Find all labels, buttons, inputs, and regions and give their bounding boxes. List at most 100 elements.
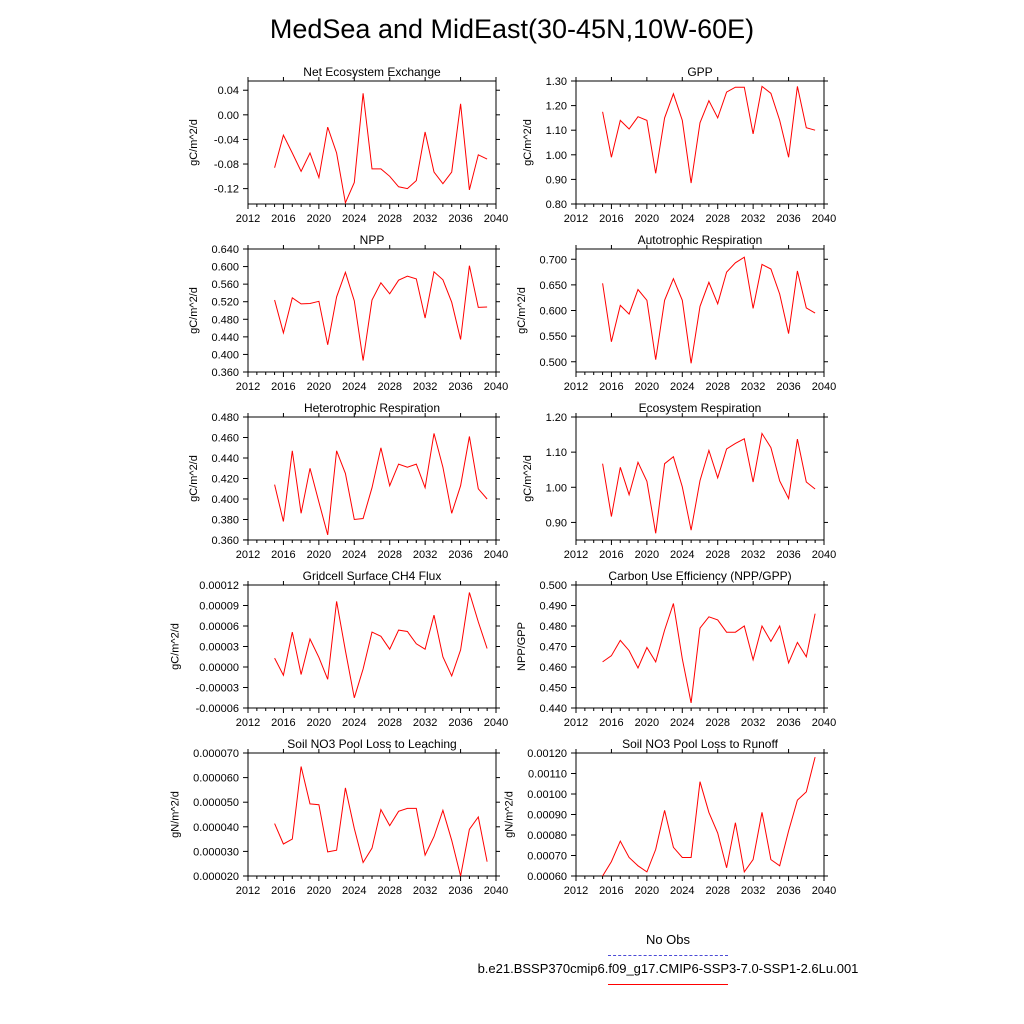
series-line bbox=[274, 433, 488, 536]
series-line bbox=[274, 265, 488, 361]
x-tick-label: 2024 bbox=[342, 885, 366, 897]
x-tick-label: 2012 bbox=[564, 885, 588, 897]
panel-title: GPP bbox=[687, 65, 712, 79]
series-line bbox=[274, 93, 488, 205]
x-tick-label: 2016 bbox=[271, 213, 295, 225]
panel-title: NPP bbox=[360, 233, 385, 247]
y-tick-label: 0.440 bbox=[211, 332, 239, 344]
x-tick-label: 2016 bbox=[599, 381, 623, 393]
y-axis-label: gC/m^2/d bbox=[188, 287, 200, 334]
y-tick-label: 0.490 bbox=[539, 601, 567, 613]
y-tick-label: 1.20 bbox=[546, 412, 567, 424]
x-tick-label: 2032 bbox=[741, 549, 765, 561]
x-tick-label: 2012 bbox=[564, 213, 588, 225]
x-tick-label: 2032 bbox=[413, 885, 437, 897]
x-tick-label: 2020 bbox=[635, 717, 659, 729]
y-tick-label: 0.420 bbox=[211, 474, 239, 486]
y-tick-label: 0.480 bbox=[539, 621, 567, 633]
y-tick-label: 1.00 bbox=[546, 150, 567, 162]
y-tick-label: 0.640 bbox=[211, 244, 239, 256]
x-tick-label: 2036 bbox=[448, 381, 472, 393]
x-tick-label: 2036 bbox=[776, 213, 800, 225]
panel-frame bbox=[575, 584, 825, 709]
x-tick-label: 2024 bbox=[670, 717, 694, 729]
x-tick-label: 2028 bbox=[377, 381, 401, 393]
y-tick-label: 0.440 bbox=[211, 453, 239, 465]
x-tick-label: 2032 bbox=[413, 717, 437, 729]
series-line bbox=[602, 756, 816, 877]
panel-title: Carbon Use Efficiency (NPP/GPP) bbox=[608, 569, 791, 583]
y-tick-label: 0.00060 bbox=[527, 871, 567, 883]
x-tick-label: 2012 bbox=[236, 381, 260, 393]
x-tick-label: 2028 bbox=[705, 381, 729, 393]
y-axis-label: gN/m^2/d bbox=[169, 791, 181, 838]
panel: Autotrophic Respiration 2012 2016 2020 2024 2… bbox=[516, 233, 836, 393]
y-tick-label: 0.90 bbox=[546, 517, 567, 529]
y-tick-label: 0.460 bbox=[211, 433, 239, 445]
y-tick-label: 0.400 bbox=[211, 494, 239, 506]
panel: Soil NO3 Pool Loss to Leaching 2012 2016 20… bbox=[169, 737, 508, 897]
y-tick-label: -0.08 bbox=[214, 159, 239, 171]
x-tick-label: 2040 bbox=[484, 381, 508, 393]
y-tick-label: 0.00009 bbox=[199, 601, 239, 613]
panel-title: Soil NO3 Pool Loss to Leaching bbox=[287, 737, 456, 751]
y-tick-label: 1.00 bbox=[546, 482, 567, 494]
y-tick-label: 0.000060 bbox=[193, 773, 239, 785]
x-tick-label: 2016 bbox=[599, 213, 623, 225]
x-tick-label: 2036 bbox=[448, 213, 472, 225]
x-tick-label: 2032 bbox=[741, 213, 765, 225]
panel: Carbon Use Efficiency (NPP/GPP) 2012 2016 2… bbox=[516, 569, 836, 729]
panel: Net Ecosystem Exchange 2012 2016 2020 2024 20… bbox=[188, 65, 508, 225]
x-tick-label: 2040 bbox=[812, 717, 836, 729]
panel-title: Gridcell Surface CH4 Flux bbox=[303, 569, 442, 583]
y-tick-label: 0.600 bbox=[211, 262, 239, 274]
panel-frame bbox=[247, 416, 497, 541]
x-tick-label: 2012 bbox=[236, 717, 260, 729]
x-tick-label: 2020 bbox=[635, 549, 659, 561]
x-tick-label: 2028 bbox=[705, 213, 729, 225]
x-tick-label: 2012 bbox=[564, 549, 588, 561]
series-line bbox=[274, 766, 488, 877]
y-tick-label: 0.600 bbox=[539, 306, 567, 318]
series-line bbox=[602, 432, 816, 534]
y-tick-label: -0.00003 bbox=[196, 683, 239, 695]
panel-frame bbox=[247, 248, 497, 373]
x-tick-label: 2040 bbox=[812, 885, 836, 897]
y-axis-label: gN/m^2/d bbox=[504, 791, 516, 838]
y-tick-label: 0.000050 bbox=[193, 797, 239, 809]
x-tick-label: 2024 bbox=[670, 885, 694, 897]
x-tick-label: 2016 bbox=[271, 549, 295, 561]
y-tick-label: 0.440 bbox=[539, 703, 567, 715]
panel: Heterotrophic Respiration 2012 2016 2020 202… bbox=[188, 401, 508, 561]
x-tick-label: 2012 bbox=[236, 885, 260, 897]
y-tick-label: 0.560 bbox=[211, 279, 239, 291]
panel-frame bbox=[247, 752, 497, 877]
x-tick-label: 2036 bbox=[448, 885, 472, 897]
y-tick-label: 0.360 bbox=[211, 535, 239, 547]
x-tick-label: 2028 bbox=[705, 549, 729, 561]
series-line bbox=[602, 603, 816, 703]
y-axis-label: gC/m^2/d bbox=[188, 119, 200, 166]
y-tick-label: 0.00110 bbox=[528, 769, 567, 781]
x-tick-label: 2032 bbox=[741, 885, 765, 897]
panel-frame bbox=[575, 248, 825, 373]
x-tick-label: 2040 bbox=[812, 213, 836, 225]
x-tick-label: 2040 bbox=[484, 549, 508, 561]
figure-title: MedSea and MidEast(30-45N,10W-60E) bbox=[269, 14, 755, 44]
panel-frame bbox=[575, 80, 825, 205]
y-tick-label: 1.10 bbox=[546, 447, 567, 459]
x-tick-label: 2016 bbox=[599, 885, 623, 897]
legend-case-label: b.e21.BSSP370cmip6.f09_g17.CMIP6-SSP3-7.… bbox=[477, 961, 859, 976]
panel-title: Ecosystem Respiration bbox=[639, 401, 762, 415]
y-tick-label: -0.00006 bbox=[196, 703, 239, 715]
y-tick-label: 1.10 bbox=[546, 125, 567, 137]
x-tick-label: 2032 bbox=[413, 381, 437, 393]
y-tick-label: 0.00 bbox=[218, 110, 239, 122]
x-tick-label: 2020 bbox=[635, 213, 659, 225]
y-tick-label: 0.550 bbox=[539, 331, 567, 343]
panel-title: Soil NO3 Pool Loss to Runoff bbox=[622, 737, 779, 751]
y-tick-label: -0.12 bbox=[214, 184, 239, 196]
x-tick-label: 2020 bbox=[635, 381, 659, 393]
x-tick-label: 2032 bbox=[741, 717, 765, 729]
